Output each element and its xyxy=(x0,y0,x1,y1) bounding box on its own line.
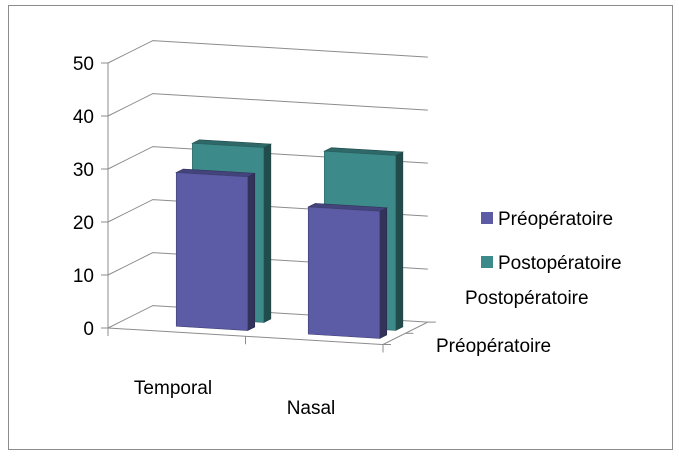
y-tick-label: 40 xyxy=(73,107,94,128)
bar-front xyxy=(308,207,380,338)
legend-label: Postopératoire xyxy=(498,253,622,274)
bar-temporal-preop xyxy=(176,169,255,330)
y-tick-label: 0 xyxy=(83,319,94,340)
gridline xyxy=(108,94,428,116)
legend-swatch xyxy=(481,212,493,224)
legend-swatch xyxy=(481,256,493,268)
y-tick-label: 10 xyxy=(73,266,94,287)
x-category-label: Nasal xyxy=(287,398,336,419)
gridline xyxy=(108,41,428,63)
legend-label: Préopératoire xyxy=(498,209,613,230)
depth-category-label: Postopératoire xyxy=(465,288,589,309)
depth-category-label: Préopératoire xyxy=(436,336,551,357)
bar-side xyxy=(380,208,387,339)
y-tick-label: 50 xyxy=(73,54,94,75)
y-tick-label: 20 xyxy=(73,213,94,234)
x-category-label: Temporal xyxy=(134,378,212,399)
bar-side xyxy=(396,152,403,330)
bar-front xyxy=(176,173,248,331)
bar-nasal-preop xyxy=(308,203,387,338)
bar-side xyxy=(264,144,271,322)
bar-side xyxy=(248,173,255,330)
y-tick-label: 30 xyxy=(73,160,94,181)
